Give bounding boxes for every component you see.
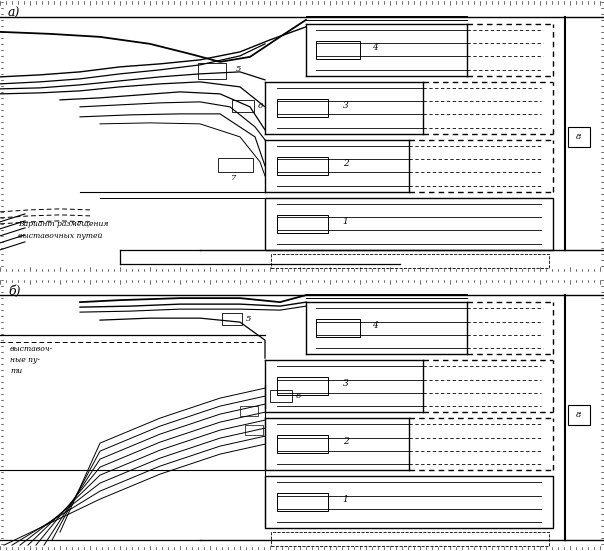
Text: 2: 2 [342,159,349,168]
Text: 3: 3 [342,101,349,110]
Text: 5: 5 [246,315,251,323]
Bar [240,406,258,416]
Text: 2: 2 [342,437,349,446]
Bar [245,425,263,435]
Bar [218,158,253,172]
Bar [277,215,329,233]
Text: 4: 4 [372,43,378,52]
Text: Вариант размещения
выставочных путей: Вариант размещения выставочных путей [18,220,108,240]
Bar [277,493,329,511]
Text: 6: 6 [258,102,263,110]
Text: 1: 1 [342,495,349,504]
Bar [316,41,361,59]
Bar [277,99,329,117]
Bar [316,319,361,337]
Bar [277,377,329,395]
Text: а): а) [8,7,21,20]
Text: выставоч-
ные пу-
ти: выставоч- ные пу- ти [10,345,53,375]
Text: 8: 8 [576,133,582,141]
Text: 7: 7 [231,174,237,182]
Bar [271,532,549,546]
Text: 8: 8 [576,411,582,419]
Bar [568,405,590,425]
Text: 4: 4 [372,321,378,330]
Bar [270,390,292,402]
Bar [277,435,329,453]
Bar [198,63,226,79]
Text: 1: 1 [342,217,349,226]
Text: б): б) [8,285,21,298]
Bar [265,198,553,250]
Bar [277,157,329,175]
Bar [232,100,254,112]
Text: 5: 5 [236,65,242,73]
Bar [568,127,590,147]
Bar [222,313,242,325]
Text: 6: 6 [296,392,301,400]
Text: 3: 3 [342,379,349,388]
Bar [265,476,553,528]
Bar [271,254,549,268]
